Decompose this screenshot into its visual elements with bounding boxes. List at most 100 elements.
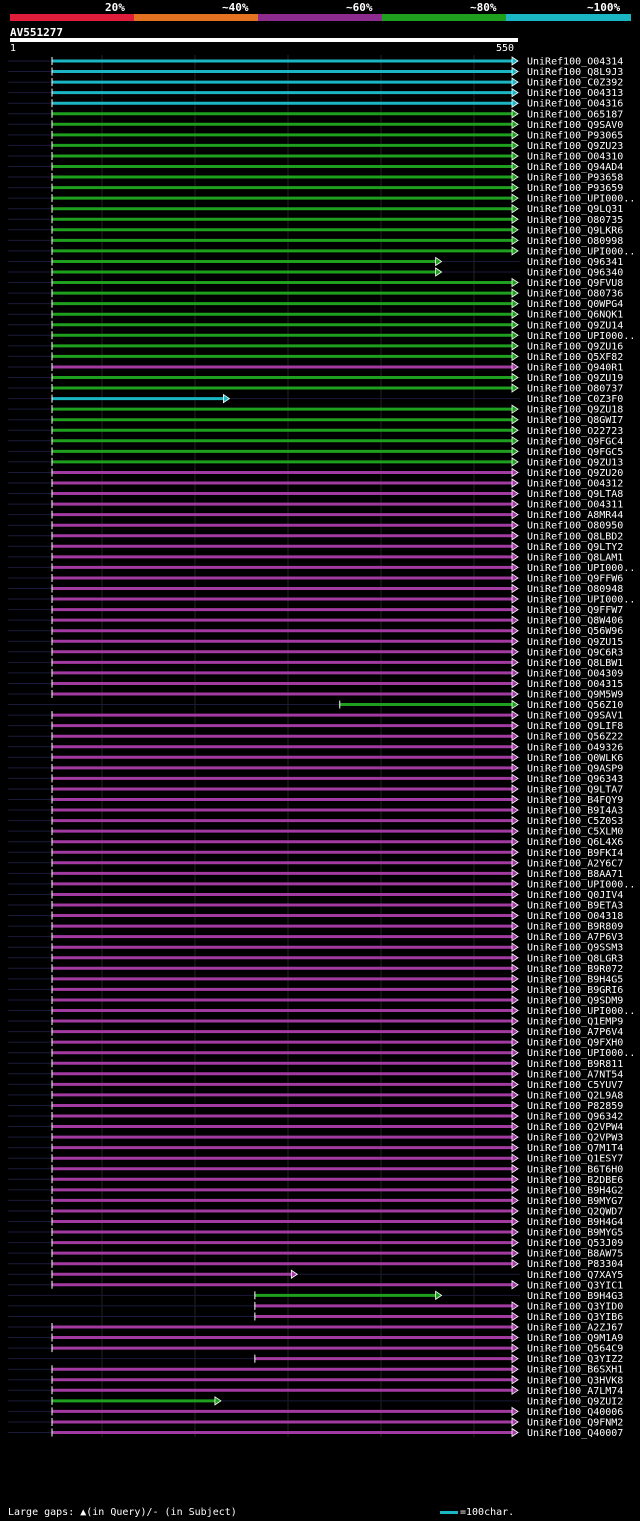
hit-label[interactable]: UniRef100_Q9ASP9 bbox=[527, 763, 623, 774]
hit-row[interactable]: UniRef100_Q56Z22 bbox=[8, 731, 623, 743]
hit-label[interactable]: UniRef100_Q96343 bbox=[527, 774, 623, 785]
hit-row[interactable]: UniRef100_Q96341 bbox=[8, 256, 623, 268]
hit-row[interactable]: UniRef100_UPI000.. bbox=[8, 1005, 635, 1017]
hit-row[interactable]: UniRef100_Q56W96 bbox=[8, 625, 623, 637]
hit-row[interactable]: UniRef100_Q40006 bbox=[8, 1406, 623, 1418]
hit-label[interactable]: UniRef100_Q3HVK8 bbox=[527, 1375, 623, 1386]
hit-row[interactable]: UniRef100_Q9FXH0 bbox=[8, 1037, 623, 1049]
hit-row[interactable]: UniRef100_C5YUV7 bbox=[8, 1079, 623, 1091]
hit-label[interactable]: UniRef100_B9R811 bbox=[527, 1059, 623, 1070]
hit-label[interactable]: UniRef100_Q2VPW4 bbox=[527, 1122, 623, 1133]
hit-row[interactable]: UniRef100_O80737 bbox=[8, 383, 623, 395]
hit-row[interactable]: UniRef100_B9I4A3 bbox=[8, 805, 623, 817]
hit-label[interactable]: UniRef100_A2Y6C7 bbox=[527, 858, 623, 869]
hit-row[interactable]: UniRef100_Q9LTA7 bbox=[8, 784, 623, 795]
hit-row[interactable]: UniRef100_C5XLM0 bbox=[8, 826, 623, 838]
hit-label[interactable]: UniRef100_Q5XF82 bbox=[527, 352, 623, 363]
hit-label[interactable]: UniRef100_Q9LIF8 bbox=[527, 721, 623, 732]
hit-row[interactable]: UniRef100_Q3YID0 bbox=[8, 1301, 623, 1312]
hit-row[interactable]: UniRef100_Q9LQ31 bbox=[8, 203, 623, 215]
hit-row[interactable]: UniRef100_Q9ZU20 bbox=[8, 467, 623, 479]
hit-label[interactable]: UniRef100_Q8LGR3 bbox=[527, 953, 623, 964]
hit-label[interactable]: UniRef100_Q94AD4 bbox=[527, 162, 623, 173]
hit-row[interactable]: UniRef100_Q564C9 bbox=[8, 1343, 623, 1355]
hit-label[interactable]: UniRef100_O49326 bbox=[527, 742, 623, 753]
hit-row[interactable]: UniRef100_O04313 bbox=[8, 87, 623, 99]
hit-label[interactable]: UniRef100_Q8LBD2 bbox=[527, 531, 623, 542]
hit-label[interactable]: UniRef100_Q7XAY5 bbox=[527, 1270, 623, 1281]
hit-row[interactable]: UniRef100_C5Z0S3 bbox=[8, 815, 623, 827]
hit-label[interactable]: UniRef100_Q9ZU23 bbox=[527, 141, 623, 152]
hit-label[interactable]: UniRef100_B9MYG7 bbox=[527, 1196, 623, 1207]
hit-label[interactable]: UniRef100_UPI000.. bbox=[527, 194, 635, 205]
hit-label[interactable]: UniRef100_P93065 bbox=[527, 130, 623, 141]
hit-label[interactable]: UniRef100_B9H4G5 bbox=[527, 974, 623, 985]
hit-label[interactable]: UniRef100_UPI000.. bbox=[527, 1048, 635, 1059]
hit-row[interactable]: UniRef100_O22723 bbox=[8, 425, 623, 437]
hit-label[interactable]: UniRef100_UPI000.. bbox=[527, 563, 635, 574]
hit-label[interactable]: UniRef100_Q9LQ31 bbox=[527, 204, 623, 215]
hit-label[interactable]: UniRef100_B9H4G4 bbox=[527, 1217, 623, 1228]
hit-label[interactable]: UniRef100_C5YUV7 bbox=[527, 1080, 623, 1091]
hit-label[interactable]: UniRef100_O04313 bbox=[527, 88, 623, 99]
hit-row[interactable]: UniRef100_Q8W406 bbox=[8, 615, 623, 627]
hit-row[interactable]: UniRef100_UPI000.. bbox=[8, 1047, 635, 1059]
hit-row[interactable]: UniRef100_B9H4G3 bbox=[8, 1290, 623, 1302]
hit-row[interactable]: UniRef100_O49326 bbox=[8, 742, 623, 753]
hit-label[interactable]: UniRef100_Q3YIC1 bbox=[527, 1280, 623, 1291]
hit-row[interactable]: UniRef100_Q1ESY7 bbox=[8, 1153, 623, 1165]
hit-row[interactable]: UniRef100_Q2VPW4 bbox=[8, 1121, 623, 1133]
hit-row[interactable]: UniRef100_A8MR44 bbox=[8, 509, 623, 521]
hit-row[interactable]: UniRef100_Q8GWI7 bbox=[8, 414, 623, 426]
hit-label[interactable]: UniRef100_Q9FFW7 bbox=[527, 605, 623, 616]
hit-label[interactable]: UniRef100_Q8GWI7 bbox=[527, 415, 623, 426]
hit-row[interactable]: UniRef100_B9H4G5 bbox=[8, 974, 623, 985]
hit-label[interactable]: UniRef100_Q6NQK1 bbox=[527, 310, 623, 321]
hit-row[interactable]: UniRef100_Q9LTA8 bbox=[8, 488, 623, 500]
hit-row[interactable]: UniRef100_Q9FFW6 bbox=[8, 573, 623, 584]
hit-row[interactable]: UniRef100_Q3YIC1 bbox=[8, 1280, 623, 1291]
hit-row[interactable]: UniRef100_Q9SDM9 bbox=[8, 995, 623, 1006]
hit-row[interactable]: UniRef100_C0Z392 bbox=[8, 77, 623, 89]
hit-label[interactable]: UniRef100_B9GRI6 bbox=[527, 985, 623, 996]
hit-row[interactable]: UniRef100_B9ETA3 bbox=[8, 900, 623, 912]
hit-label[interactable]: UniRef100_C0Z3F0 bbox=[527, 394, 623, 405]
hit-label[interactable]: UniRef100_Q9LKR6 bbox=[527, 225, 623, 236]
hit-label[interactable]: UniRef100_A7NT54 bbox=[527, 1069, 623, 1080]
hit-label[interactable]: UniRef100_B8AA71 bbox=[527, 869, 623, 880]
hit-label[interactable]: UniRef100_B2DBE6 bbox=[527, 1175, 623, 1186]
hit-row[interactable]: UniRef100_Q2L9A8 bbox=[8, 1090, 623, 1101]
hit-row[interactable]: UniRef100_Q8LBW1 bbox=[8, 657, 623, 669]
hit-label[interactable]: UniRef100_O04310 bbox=[527, 151, 623, 162]
hit-row[interactable]: UniRef100_O80948 bbox=[8, 583, 623, 595]
hit-row[interactable]: UniRef100_Q9M1A9 bbox=[8, 1332, 623, 1344]
hit-label[interactable]: UniRef100_A7LM74 bbox=[527, 1386, 623, 1397]
hit-row[interactable]: UniRef100_O80736 bbox=[8, 288, 623, 300]
hit-row[interactable]: UniRef100_O80950 bbox=[8, 520, 623, 532]
hit-row[interactable]: UniRef100_UPI000.. bbox=[8, 879, 635, 890]
hit-row[interactable]: UniRef100_Q6L4X6 bbox=[8, 836, 623, 848]
hit-row[interactable]: UniRef100_P93659 bbox=[8, 182, 623, 194]
hit-label[interactable]: UniRef100_Q9FVU8 bbox=[527, 278, 623, 289]
hit-label[interactable]: UniRef100_UPI000.. bbox=[527, 1006, 635, 1017]
hit-row[interactable]: UniRef100_Q40007 bbox=[8, 1427, 623, 1439]
hit-label[interactable]: UniRef100_Q9LTY2 bbox=[527, 542, 623, 553]
hit-label[interactable]: UniRef100_O04309 bbox=[527, 668, 623, 679]
hit-row[interactable]: UniRef100_B9H4G2 bbox=[8, 1185, 623, 1196]
hit-row[interactable]: UniRef100_Q0JIV4 bbox=[8, 889, 623, 901]
hit-row[interactable]: UniRef100_B9R809 bbox=[8, 921, 623, 933]
hit-label[interactable]: UniRef100_Q40006 bbox=[527, 1407, 623, 1418]
hit-label[interactable]: UniRef100_Q9FGC5 bbox=[527, 447, 623, 458]
hit-row[interactable]: UniRef100_O04311 bbox=[8, 499, 623, 511]
hit-label[interactable]: UniRef100_Q0WLK6 bbox=[527, 753, 623, 764]
hit-row[interactable]: UniRef100_B8AW75 bbox=[8, 1248, 623, 1260]
hit-label[interactable]: UniRef100_Q9ZU20 bbox=[527, 468, 623, 479]
hit-label[interactable]: UniRef100_O04318 bbox=[527, 911, 623, 922]
hit-row[interactable]: UniRef100_O65187 bbox=[8, 109, 623, 120]
hit-row[interactable]: UniRef100_O04314 bbox=[8, 56, 623, 68]
hit-label[interactable]: UniRef100_Q56W96 bbox=[527, 626, 623, 637]
hit-row[interactable]: UniRef100_Q9SAV0 bbox=[8, 119, 623, 131]
hit-row[interactable]: UniRef100_Q9FFW7 bbox=[8, 604, 623, 616]
hit-label[interactable]: UniRef100_O80735 bbox=[527, 215, 623, 226]
hit-label[interactable]: UniRef100_B9MYG5 bbox=[527, 1228, 623, 1239]
